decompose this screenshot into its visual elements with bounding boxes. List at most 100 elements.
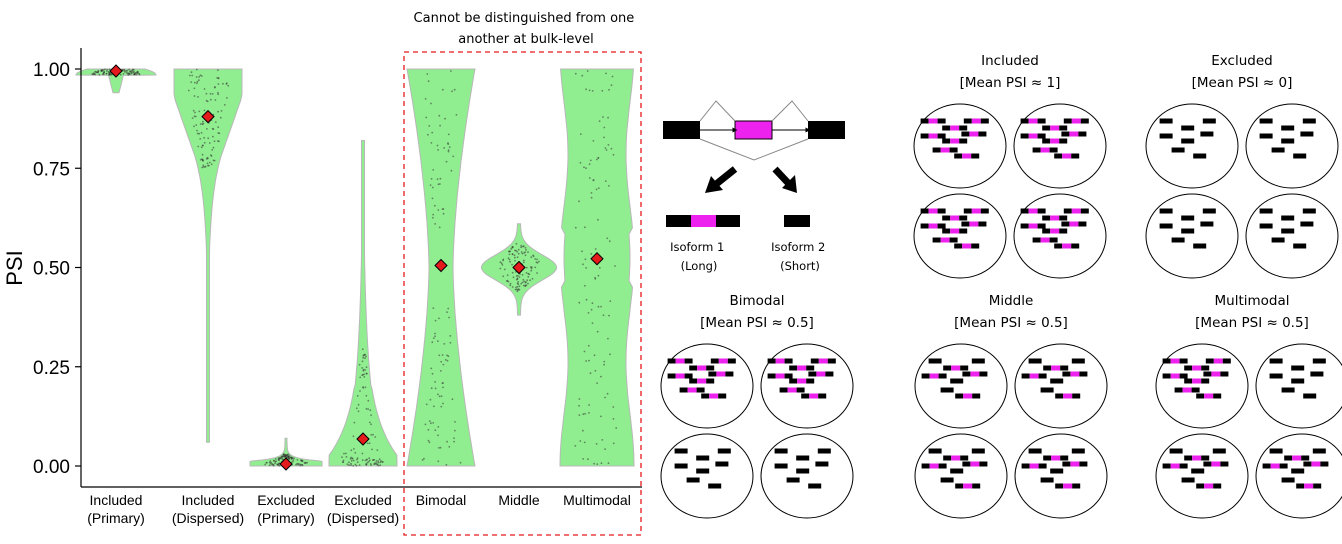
data-point <box>380 460 382 462</box>
data-point <box>601 89 604 92</box>
data-point <box>588 359 590 362</box>
data-point <box>578 200 580 203</box>
cell-circle <box>1013 193 1107 279</box>
data-point <box>269 460 272 462</box>
x-tick-label-line: (Dispersed) <box>172 510 244 526</box>
isoform-long <box>767 358 776 364</box>
isoform-long <box>1162 373 1171 379</box>
isoform-long-cassette <box>1311 461 1321 467</box>
isoform-long <box>708 371 717 377</box>
data-point <box>430 367 433 370</box>
isoform-short <box>1269 373 1283 379</box>
data-point <box>517 283 520 286</box>
data-point <box>209 98 212 101</box>
data-point <box>517 281 520 283</box>
data-point <box>361 360 364 363</box>
mean-marker <box>109 64 123 78</box>
isoform-short <box>786 477 800 483</box>
data-point <box>352 465 355 467</box>
isoform-short <box>950 378 964 384</box>
data-point <box>511 286 514 288</box>
data-point <box>603 360 606 363</box>
cell-circle <box>660 433 754 519</box>
data-point <box>455 114 458 116</box>
data-point <box>429 398 432 401</box>
data-point <box>126 69 129 72</box>
data-point <box>582 429 584 432</box>
data-point <box>374 436 377 438</box>
data-point <box>517 248 520 251</box>
isoform-long <box>1042 138 1051 144</box>
isoform-long-cassette <box>971 208 981 214</box>
isoform-long <box>1059 138 1068 144</box>
data-point <box>134 72 136 74</box>
isoform-short <box>1312 358 1326 364</box>
data-point <box>131 69 134 72</box>
isoform-long-cassette <box>928 223 938 229</box>
data-point <box>513 254 516 257</box>
isoform-short <box>1169 448 1183 454</box>
data-point <box>98 73 101 76</box>
data-point <box>518 288 521 291</box>
isoform-1-glyph <box>666 215 740 227</box>
data-point <box>453 88 456 91</box>
data-point <box>518 285 521 288</box>
isoform-long <box>920 133 929 139</box>
data-point <box>437 434 439 437</box>
isoform-short <box>1302 118 1316 124</box>
isoform-long <box>789 365 798 371</box>
isoform-long <box>1063 208 1072 214</box>
data-point <box>265 461 268 464</box>
data-point <box>442 402 444 405</box>
data-point <box>370 464 372 466</box>
cell-circle <box>660 343 754 429</box>
data-point <box>431 372 434 375</box>
data-point <box>273 459 275 462</box>
isoform-long <box>921 463 930 469</box>
data-point <box>209 92 212 95</box>
isoform-long <box>1203 461 1212 467</box>
data-point <box>451 398 454 401</box>
mean-marker <box>590 252 604 266</box>
data-point <box>589 372 592 375</box>
data-point <box>593 354 596 357</box>
data-point <box>443 343 446 345</box>
data-point <box>349 457 352 460</box>
cell-circle <box>1245 193 1339 279</box>
data-point <box>520 282 523 285</box>
isoform-short <box>1271 237 1285 243</box>
y-tick-label: 0.25 <box>33 358 70 379</box>
data-point <box>512 276 515 279</box>
isoform-short <box>1259 118 1273 124</box>
data-point <box>199 74 202 77</box>
cell-panel: Included [Mean PSI ≈ 1] <box>913 53 1107 279</box>
data-point <box>438 317 440 320</box>
isoform-long-cassette <box>797 365 807 371</box>
data-point <box>203 88 206 90</box>
isoform-short <box>696 468 710 474</box>
isoform-long <box>943 455 952 461</box>
isoform-long <box>932 147 941 153</box>
data-point <box>193 81 196 84</box>
isoform-long <box>1071 243 1080 249</box>
isoform-short <box>1050 468 1064 474</box>
isoform-long-cassette <box>1204 483 1214 489</box>
data-point <box>363 376 366 378</box>
isoform-long <box>1049 147 1058 153</box>
data-point <box>611 75 614 78</box>
isoform-long-cassette <box>1192 455 1202 461</box>
data-point <box>202 122 205 125</box>
data-point <box>274 460 277 463</box>
data-point <box>587 312 590 314</box>
data-point <box>299 464 302 467</box>
isoform-long <box>810 358 819 364</box>
data-point <box>271 463 274 465</box>
y-tick-label: 0.75 <box>33 159 70 180</box>
x-tick-label-line: Excluded <box>257 492 315 508</box>
data-point <box>590 308 593 311</box>
isoform-short <box>928 448 942 454</box>
data-point <box>442 386 444 389</box>
data-point <box>190 81 193 83</box>
data-point <box>359 376 362 379</box>
isoform-short <box>940 387 954 393</box>
